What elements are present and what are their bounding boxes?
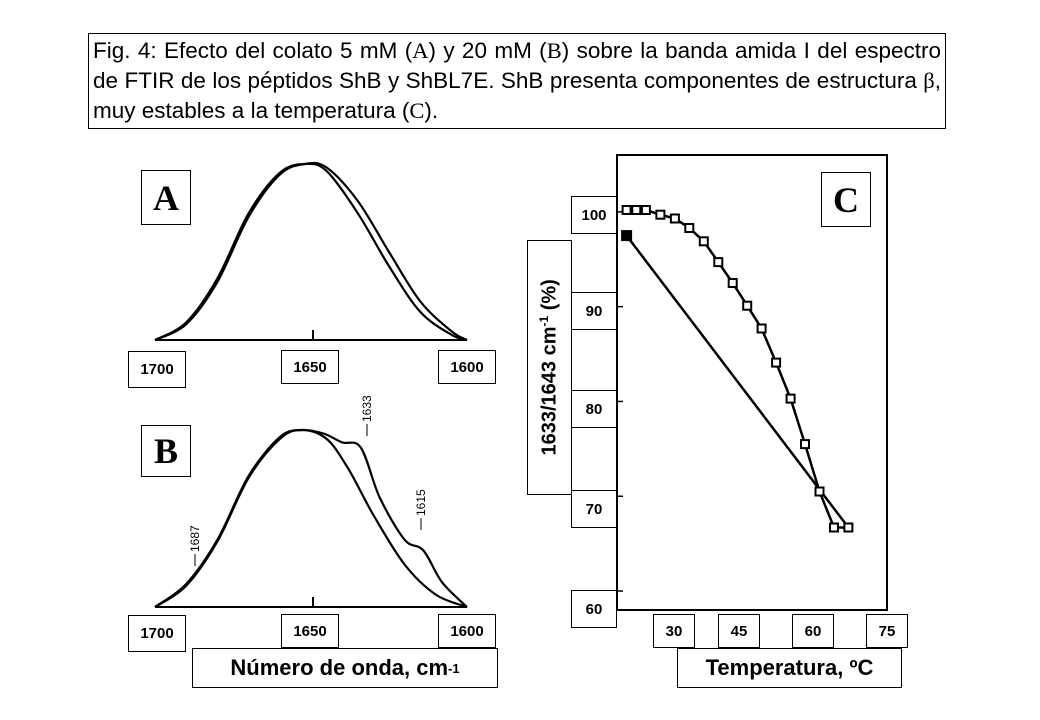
panel-b-xlabel-sup: -1 <box>448 660 460 676</box>
panel-c-series-1-point <box>698 236 709 247</box>
panel-c-ylabel: 1633/1643 cm-1 (%) <box>527 240 572 495</box>
panel-c-series-1-point <box>785 393 796 404</box>
panel-c-series-1-point <box>771 357 782 368</box>
panel-c-series-1-point <box>742 300 753 311</box>
caption-text-4: , muy estables a la temperatura ( <box>93 68 941 123</box>
panel-c-series-1-point <box>640 205 651 215</box>
panel-c-series-1-point <box>713 257 724 268</box>
panel-a-xtick-1700: 1700 <box>128 351 186 388</box>
panel-c-xtick-60: 60 <box>792 614 834 648</box>
caption-text-2: ) y 20 mM ( <box>428 38 547 63</box>
panel-c-xtick-75: 75 <box>866 614 908 648</box>
panel-c-ylabel-sup: -1 <box>537 315 552 327</box>
panel-c-ytick-100: 100 <box>571 196 617 234</box>
panel-a-xtick-1650: 1650 <box>281 350 339 384</box>
panel-label-a: A <box>141 170 191 225</box>
panel-c-series-1-point <box>684 223 695 233</box>
panel-c-xlabel: Temperatura, ºC <box>677 648 902 688</box>
annotation-1687: 1687 <box>188 525 202 552</box>
panel-b-xtick-1650: 1650 <box>281 614 339 648</box>
panel-b-xlabel-text: Número de onda, cm <box>230 655 449 680</box>
panel-label-b: B <box>141 425 191 477</box>
panel-c-ylabel-inner: 1633/1643 cm-1 (%) <box>537 279 562 455</box>
panel-c-xtick-45: 45 <box>718 614 760 648</box>
panel-c-series-1-point <box>727 278 738 288</box>
panel-label-c: C <box>821 172 871 227</box>
panel-c-series-1-point <box>829 522 839 533</box>
caption-text-3: ) sobre la banda amida I del espectro de… <box>93 38 941 93</box>
figure-caption: Fig. 4: Efecto del colato 5 mM (A) y 20 … <box>88 33 946 129</box>
panel-a-axes <box>154 161 468 342</box>
panel-c-series-1-point <box>756 323 767 334</box>
panel-c-series-1-point <box>655 209 666 220</box>
panel-a-xtick-1600: 1600 <box>438 350 496 384</box>
panel-b-axes: 1687 1633 1615 <box>154 395 468 609</box>
annotation-1615: 1615 <box>414 489 428 516</box>
panel-c-series-1-point <box>669 213 680 224</box>
panel-b-series-2 <box>154 428 468 609</box>
caption-ref-a: A <box>412 38 429 63</box>
panel-c-series-1-point <box>621 205 632 215</box>
caption-ref-c: C <box>409 98 425 123</box>
panel-c-series-1-point <box>800 439 810 450</box>
panel-c-series-2-line <box>625 234 850 529</box>
panel-a-series-2 <box>154 161 468 342</box>
panel-c-ytick-70: 70 <box>571 490 617 528</box>
panel-c-ylabel-tail: (%) <box>538 279 561 316</box>
panel-c-axes <box>616 154 888 611</box>
panel-b-xtick-1700: 1700 <box>128 615 186 652</box>
panel-c-series-1-point <box>631 205 642 215</box>
caption-text-5: ). <box>424 98 439 123</box>
panel-c-series-2-point <box>621 230 633 242</box>
caption-text-1: Fig. 4: Efecto del colato 5 mM ( <box>93 38 413 63</box>
panel-c-series-1-point <box>814 486 825 497</box>
panel-c-series-1-point <box>843 522 854 533</box>
panel-b-xlabel: Número de onda, cm -1 <box>192 648 498 688</box>
panel-a-series-1 <box>154 162 468 342</box>
annotation-1633: 1633 <box>360 395 374 422</box>
panel-c-ylabel-text: 1633/1643 cm <box>538 326 561 456</box>
caption-ref-b: B <box>546 38 562 63</box>
caption-beta: β <box>923 68 935 93</box>
panel-c-series-1-line <box>626 208 849 529</box>
panel-c-ytick-90: 90 <box>571 292 617 330</box>
panel-c-ytick-80: 80 <box>571 390 617 428</box>
panel-b-xtick-1600: 1600 <box>438 614 496 648</box>
panel-c-ytick-60: 60 <box>571 590 617 628</box>
panel-c-xtick-30: 30 <box>653 614 695 648</box>
